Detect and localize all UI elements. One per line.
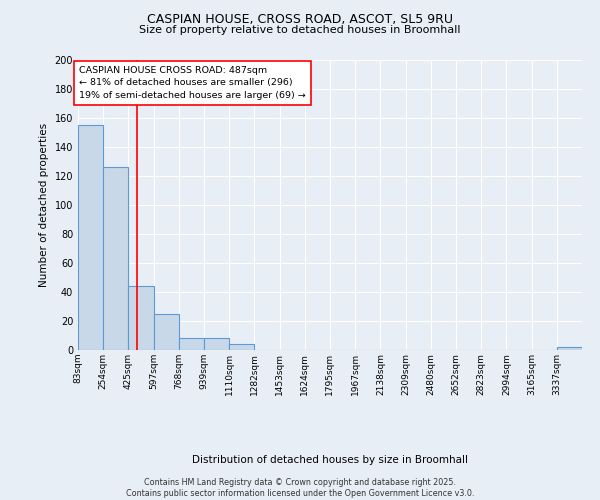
Text: CASPIAN HOUSE, CROSS ROAD, ASCOT, SL5 9RU: CASPIAN HOUSE, CROSS ROAD, ASCOT, SL5 9R…: [147, 12, 453, 26]
Text: CASPIAN HOUSE CROSS ROAD: 487sqm
← 81% of detached houses are smaller (296)
19% : CASPIAN HOUSE CROSS ROAD: 487sqm ← 81% o…: [79, 66, 306, 100]
Text: Contains HM Land Registry data © Crown copyright and database right 2025.
Contai: Contains HM Land Registry data © Crown c…: [126, 478, 474, 498]
Text: Size of property relative to detached houses in Broomhall: Size of property relative to detached ho…: [139, 25, 461, 35]
Text: Distribution of detached houses by size in Broomhall: Distribution of detached houses by size …: [192, 455, 468, 465]
Bar: [154, 314, 179, 350]
Bar: [179, 338, 204, 350]
Bar: [557, 347, 582, 350]
Bar: [103, 168, 128, 350]
Bar: [78, 125, 103, 350]
Y-axis label: Number of detached properties: Number of detached properties: [39, 123, 49, 287]
Bar: [128, 286, 154, 350]
Bar: [229, 344, 254, 350]
Bar: [204, 338, 229, 350]
